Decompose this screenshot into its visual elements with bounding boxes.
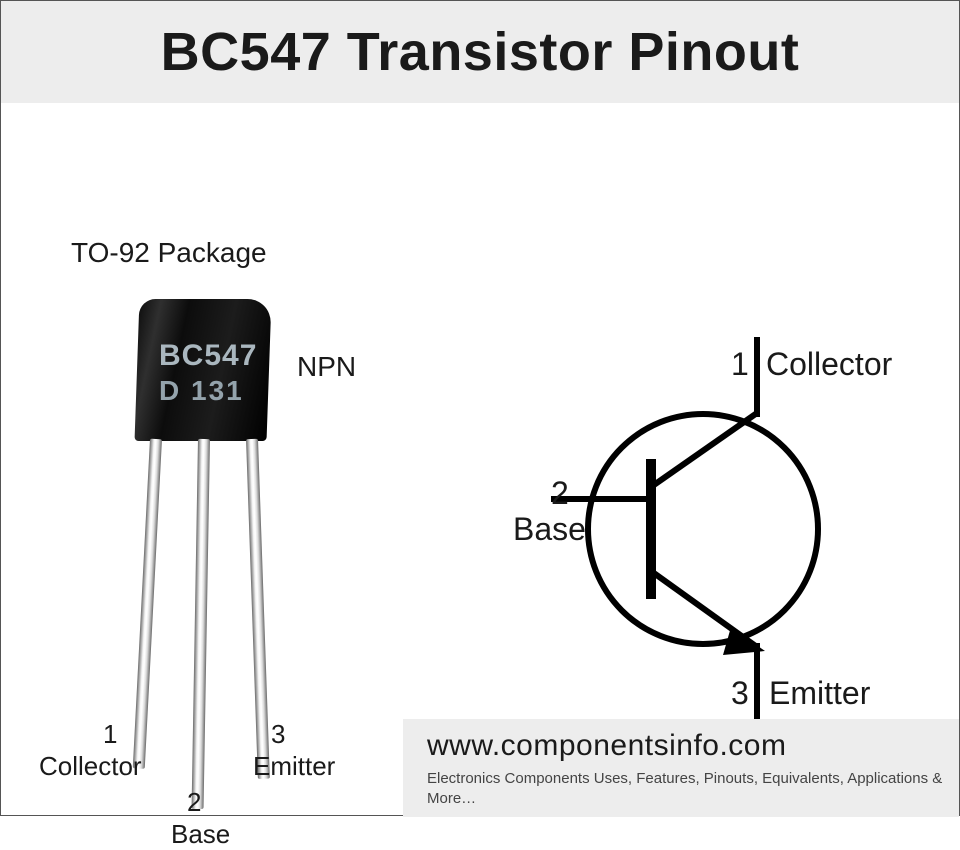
pin2-name: Base [171, 819, 230, 850]
sch-pin3-number: 3 [731, 675, 749, 712]
sch-pin1-name: Collector [766, 346, 892, 383]
pin2-number: 2 [187, 787, 201, 818]
header-bar: BC547 Transistor Pinout [1, 1, 959, 103]
transistor-type-label: NPN [297, 351, 356, 383]
lead-pin-1 [133, 439, 162, 769]
pin1-number: 1 [103, 719, 117, 750]
lead-pin-3 [246, 439, 270, 779]
pin1-name: Collector [39, 751, 142, 782]
footer-box: www.componentsinfo.com Electronics Compo… [403, 719, 959, 817]
sch-pin1-number: 1 [731, 346, 749, 383]
sch-pin2-number: 2 [551, 475, 569, 512]
chip-marking-line1: BC547 [159, 339, 257, 373]
footer-site-url: www.componentsinfo.com [427, 729, 943, 763]
page-title: BC547 Transistor Pinout [161, 21, 800, 83]
pin3-name: Emitter [253, 751, 335, 782]
pin3-number: 3 [271, 719, 285, 750]
package-type-label: TO-92 Package [71, 237, 267, 269]
footer-tagline: Electronics Components Uses, Features, P… [427, 769, 943, 808]
content-area: TO-92 Package NPN BC547 D 131 1 Collecto… [1, 103, 959, 817]
sch-pin3-name: Emitter [769, 675, 870, 712]
lead-pin-2 [192, 439, 210, 809]
sch-pin2-name: Base [513, 511, 586, 548]
chip-marking-line2: D 131 [159, 375, 244, 407]
to92-package-drawing: BC547 D 131 [137, 299, 269, 441]
